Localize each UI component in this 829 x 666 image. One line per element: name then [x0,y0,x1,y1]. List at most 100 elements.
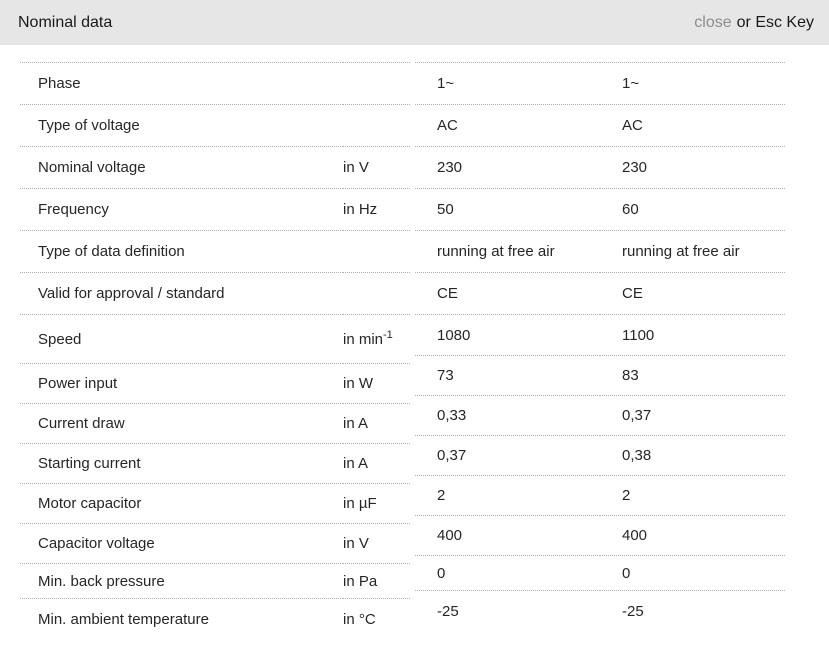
table-row: Current draw in A [20,403,410,444]
table-row: -25 -25 [415,591,785,633]
row-label: Valid for approval / standard [20,272,343,315]
row-label: Power input [20,363,343,404]
row-label: Starting current [20,443,343,484]
row-label: Current draw [20,403,343,444]
row-unit: in A [343,443,410,484]
row-label: Min. back pressure [20,563,343,599]
row-value: 2 [600,475,785,516]
row-unit: in °C [343,599,410,641]
row-value: 0,33 [415,395,600,436]
table-row: Speed in min-1 [20,314,410,364]
row-unit: in V [343,146,410,189]
row-unit: in Pa [343,563,410,599]
row-value: CE [600,272,785,315]
row-unit-text: in A [343,455,369,472]
row-label: Nominal voltage [20,146,343,189]
row-value: 2 [415,475,600,516]
row-unit [343,272,410,315]
row-unit-text: in V [343,159,369,176]
table-row: 1080 1100 [415,314,785,356]
table-row: Starting current in A [20,443,410,484]
row-value: 73 [415,355,600,396]
row-value: -25 [622,603,644,621]
row-unit: in µF [343,483,410,524]
row-value: 0 [415,555,600,591]
row-value: 0,37 [415,435,600,476]
table-row: 0,37 0,38 [415,435,785,476]
modal-title: Nominal data [18,13,113,31]
table-row: Motor capacitor in µF [20,483,410,524]
close-button[interactable]: close [694,13,732,31]
row-label: Min. ambient temperature [38,611,209,629]
row-value: running at free air [415,230,600,273]
row-unit-text: in Hz [343,201,378,218]
modal-header: Nominal data close or Esc Key [0,0,829,45]
row-value: 0 [600,555,785,591]
table-row: 230 230 [415,146,785,189]
table-row: 50 60 [415,188,785,231]
row-value: 60 [600,188,785,231]
row-unit-text: in V [343,535,369,552]
row-value: AC [600,104,785,147]
values-table: 1~ 1~ AC AC 230 230 50 60 running at free air run… [415,62,785,633]
row-unit-text: in min [343,330,384,348]
table-row: Capacitor voltage in V [20,523,410,564]
row-value: 400 [600,515,785,556]
table-row: Type of data definition [20,230,410,273]
row-unit: in V [343,523,410,564]
table-row: Min. back pressure in Pa [20,563,410,599]
row-label: Capacitor voltage [20,523,343,564]
row-value: 83 [600,355,785,396]
row-unit: in Hz [343,188,410,231]
row-value: 230 [415,146,600,189]
right-table-body: 1~ 1~ AC AC 230 230 50 60 running at free air run… [415,62,785,633]
row-value: 1080 [415,314,600,356]
row-value: 230 [600,146,785,189]
row-unit-text: in W [343,375,373,392]
row-label: Frequency [20,188,343,231]
row-label: Speed [20,314,343,364]
row-unit-superscript: -1 [383,328,393,341]
table-row: 73 83 [415,355,785,396]
table-row: Phase [20,62,410,105]
row-value: 400 [415,515,600,556]
row-unit: in A [343,403,410,444]
row-label: Phase [20,62,343,105]
nominal-data-modal: Nominal data close or Esc Key Phase Type o… [0,0,829,641]
row-label: Type of voltage [20,104,343,147]
row-unit [343,230,410,273]
table-row: running at free air running at free air [415,230,785,273]
row-unit [343,62,410,105]
table-row: 400 400 [415,515,785,556]
row-value: 1100 [600,314,785,356]
row-value: 0,37 [600,395,785,436]
table-row: Nominal voltage in V [20,146,410,189]
table-row: CE CE [415,272,785,315]
table-row: AC AC [415,104,785,147]
row-unit-text: in µF [343,495,377,512]
row-value: 50 [415,188,600,231]
table-row: 1~ 1~ [415,62,785,105]
table-row: Min. ambient temperature in °C [20,599,410,641]
table-row: Type of voltage [20,104,410,147]
table-row: 0,33 0,37 [415,395,785,436]
close-area: close or Esc Key [694,14,814,32]
row-label: Type of data definition [20,230,343,273]
row-unit [343,104,410,147]
table-row: Frequency in Hz [20,188,410,231]
row-value: 0,38 [600,435,785,476]
row-value: 1~ [415,62,600,105]
row-value: AC [415,104,600,147]
table-row: Valid for approval / standard [20,272,410,315]
row-label: Motor capacitor [20,483,343,524]
row-unit: in min-1 [343,314,410,364]
row-value: 1~ [600,62,785,105]
row-unit: in W [343,363,410,404]
row-unit-text: in °C [343,611,376,629]
esc-key-hint: or Esc Key [736,13,814,31]
